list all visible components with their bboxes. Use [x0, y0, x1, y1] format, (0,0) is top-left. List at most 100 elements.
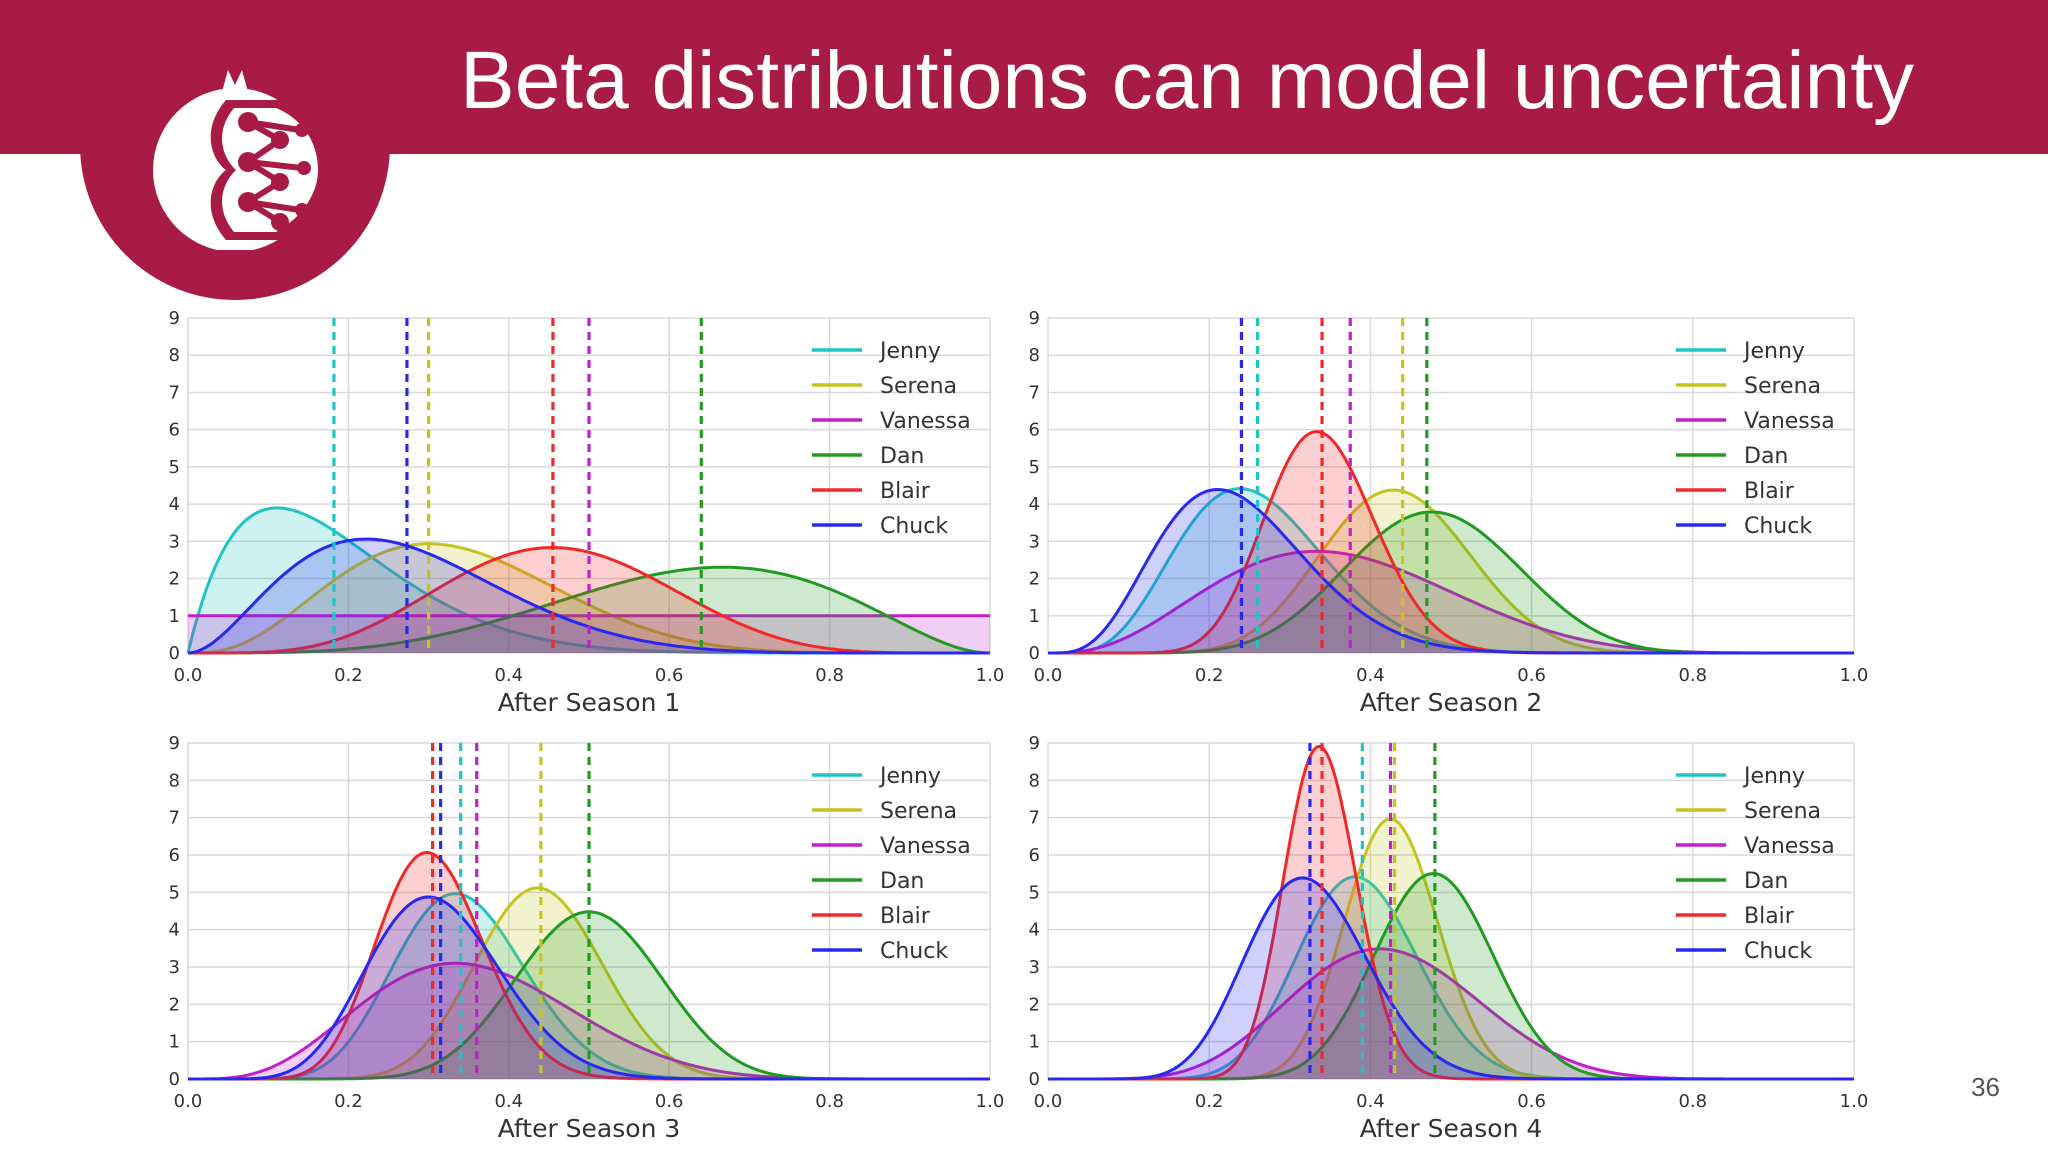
x-tick-label: 0.8: [815, 665, 844, 686]
x-tick-label: 0.6: [1517, 1091, 1546, 1112]
fill-jenny: [1048, 876, 1854, 1079]
fill-serena: [1048, 490, 1854, 653]
x-axis-label: After Season 4: [1360, 1114, 1543, 1143]
y-tick-label: 3: [169, 531, 180, 552]
legend: Jenny Serena Vanessa Dan Blair Chuck: [1676, 339, 1835, 539]
x-tick-label: 1.0: [1840, 665, 1869, 686]
x-tick-label: 0.6: [655, 1091, 684, 1112]
y-tick-label: 4: [169, 494, 180, 515]
y-tick-label: 2: [1029, 569, 1040, 590]
legend-label-chuck: Chuck: [880, 939, 948, 964]
x-tick-label: 0.2: [334, 665, 363, 686]
y-tick-label: 2: [169, 569, 180, 590]
y-tick-label: 0: [1029, 643, 1040, 664]
y-tick-label: 0: [169, 643, 180, 664]
fill-serena: [1048, 819, 1854, 1079]
y-tick-label: 1: [1029, 606, 1040, 627]
y-tick-label: 8: [1029, 345, 1040, 366]
y-tick-label: 7: [1029, 382, 1040, 403]
pomegranate-network-logo-icon: [153, 70, 326, 250]
curve-chuck: [188, 895, 990, 1081]
legend-label-blair: Blair: [1744, 479, 1795, 504]
grid: [1047, 742, 1855, 1080]
legend-label-dan: Dan: [880, 444, 924, 469]
y-tick-label: 8: [169, 345, 180, 366]
fill-serena: [188, 543, 990, 653]
fill-dan: [1048, 512, 1854, 653]
y-tick-label: 3: [1029, 957, 1040, 978]
y-tick-label: 5: [169, 457, 180, 478]
legend: Jenny Serena Vanessa Dan Blair Chuck: [1676, 764, 1835, 964]
y-tick-label: 4: [1029, 920, 1040, 941]
x-tick-label: 0.0: [174, 665, 203, 686]
curve-blair: [188, 545, 990, 655]
legend-label-dan: Dan: [1744, 869, 1788, 894]
y-tick-label: 9: [169, 733, 180, 754]
x-tick-label: 1.0: [976, 1091, 1005, 1112]
legend-label-dan: Dan: [880, 869, 924, 894]
fill-vanessa: [1048, 551, 1854, 653]
x-tick-label: 0.2: [1195, 1091, 1224, 1112]
x-tick-label: 0.2: [1195, 665, 1224, 686]
slide-title: Beta distributions can model uncertainty: [460, 35, 1915, 126]
y-tick-label: 8: [1029, 770, 1040, 791]
y-tick-label: 7: [1029, 808, 1040, 829]
legend-label-jenny: Jenny: [1742, 339, 1805, 364]
legend-label-blair: Blair: [880, 904, 931, 929]
fill-chuck: [1048, 489, 1854, 653]
legend-label-blair: Blair: [880, 479, 931, 504]
fill-vanessa: [1048, 948, 1854, 1079]
legend-label-chuck: Chuck: [1744, 514, 1812, 539]
fill-dan: [1048, 873, 1854, 1079]
y-tick-label: 7: [169, 382, 180, 403]
x-tick-label: 0.4: [494, 1091, 523, 1112]
legend-label-blair: Blair: [1744, 904, 1795, 929]
legend: Jenny Serena Vanessa Dan Blair Chuck: [812, 339, 971, 539]
legend-label-serena: Serena: [880, 799, 957, 824]
legend-label-chuck: Chuck: [880, 514, 948, 539]
y-tick-label: 5: [1029, 457, 1040, 478]
fill-chuck: [1048, 877, 1854, 1079]
x-tick-label: 0.4: [1356, 1091, 1385, 1112]
fill-chuck: [188, 897, 990, 1079]
y-tick-label: 3: [1029, 531, 1040, 552]
y-tick-label: 6: [169, 845, 180, 866]
legend-label-chuck: Chuck: [1744, 939, 1812, 964]
legend-label-serena: Serena: [880, 374, 957, 399]
legend-label-jenny: Jenny: [1742, 764, 1805, 789]
legend-label-jenny: Jenny: [878, 764, 941, 789]
legend-label-vanessa: Vanessa: [880, 834, 971, 859]
y-tick-label: 1: [1029, 1032, 1040, 1053]
x-tick-label: 0.6: [655, 665, 684, 686]
legend: Jenny Serena Vanessa Dan Blair Chuck: [812, 764, 971, 964]
y-tick-label: 3: [169, 957, 180, 978]
y-tick-label: 4: [169, 920, 180, 941]
y-tick-label: 9: [1029, 733, 1040, 754]
x-tick-label: 0.0: [1034, 665, 1063, 686]
y-tick-label: 4: [1029, 494, 1040, 515]
y-tick-label: 2: [169, 994, 180, 1015]
x-axis-label: After Season 3: [498, 1114, 681, 1143]
page-number: 36: [1971, 1072, 2000, 1102]
y-tick-label: 0: [169, 1069, 180, 1090]
curve-chuck: [1048, 487, 1854, 655]
chart-panel-4: 0 1 2 3 4 5 6 7 8 9 0.0 0.2 0.4 0.6 0.8 1.0 After Season…: [1029, 733, 1869, 1143]
x-tick-label: 0.0: [174, 1091, 203, 1112]
y-tick-label: 6: [1029, 420, 1040, 441]
x-axis-label: After Season 2: [1360, 688, 1543, 717]
y-tick-label: 1: [169, 1032, 180, 1053]
x-tick-label: 0.8: [815, 1091, 844, 1112]
x-tick-label: 0.0: [1034, 1091, 1063, 1112]
fill-chuck: [188, 539, 990, 653]
y-tick-label: 9: [1029, 308, 1040, 329]
legend-label-vanessa: Vanessa: [1744, 409, 1835, 434]
y-tick-label: 5: [1029, 882, 1040, 903]
x-axis-label: After Season 1: [498, 688, 681, 717]
fill-jenny: [1048, 488, 1854, 653]
x-tick-label: 0.6: [1517, 665, 1546, 686]
legend-label-vanessa: Vanessa: [880, 409, 971, 434]
y-tick-label: 1: [169, 606, 180, 627]
chart-panel-1: 0 1 2 3 4 5 6 7 8 9 0.0 0.2 0.4 0.6 0.8 1.0 After Season…: [169, 308, 1005, 717]
legend-label-serena: Serena: [1744, 799, 1821, 824]
